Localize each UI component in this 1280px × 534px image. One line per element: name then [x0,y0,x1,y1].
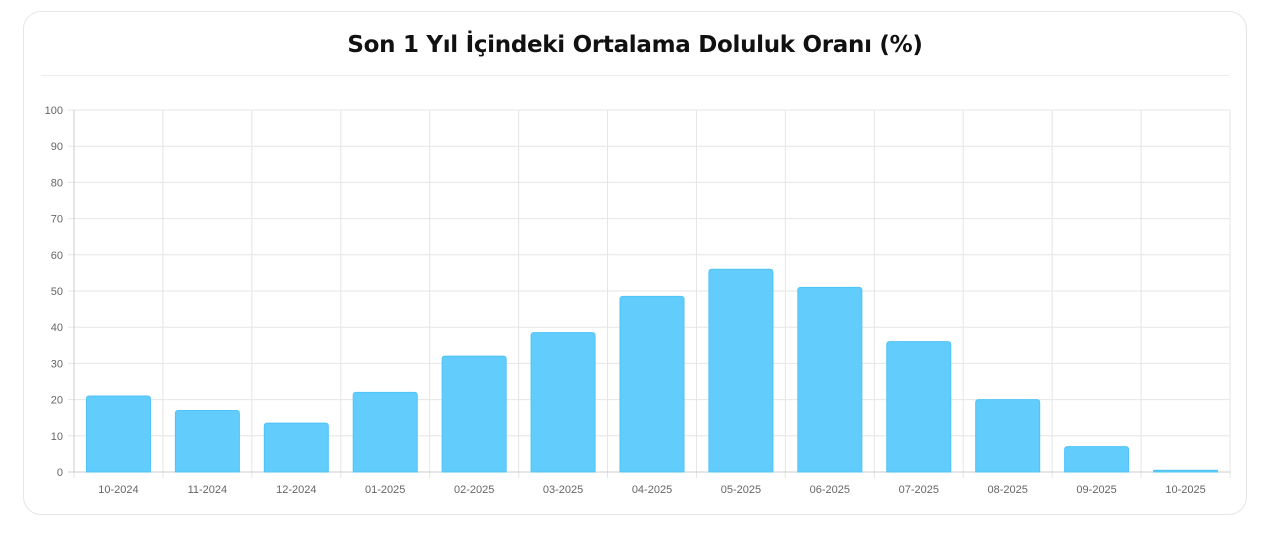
x-tick-label: 09-2025 [1076,484,1116,496]
title-divider [41,75,1229,76]
y-tick-label: 20 [51,395,63,407]
y-tick-label: 10 [51,431,63,443]
chart-title: Son 1 Yıl İçindeki Ortalama Doluluk Oran… [347,32,923,58]
bar-09-2025 [1064,446,1130,473]
x-tick-label: 12-2024 [276,484,316,496]
x-tick-label: 08-2025 [988,484,1028,496]
x-tick-label: 02-2025 [454,484,494,496]
y-tick-label: 0 [57,467,63,479]
bar-08-2025 [975,399,1041,473]
x-tick-label: 07-2025 [899,484,939,496]
x-tick-label: 06-2025 [810,484,850,496]
x-tick-label: 11-2024 [188,484,228,496]
x-tick-label: 05-2025 [721,484,761,496]
x-tick-label: 03-2025 [543,484,583,496]
bar-03-2025 [530,332,596,473]
x-tick-label: 01-2025 [365,484,405,496]
bar-01-2025 [352,391,418,473]
x-tick-label: 10-2024 [98,484,138,496]
y-tick-label: 60 [51,250,63,262]
bar-10-2025 [1153,469,1219,473]
y-tick-label: 90 [51,141,63,153]
bar-02-2025 [441,355,507,473]
y-tick-label: 50 [51,286,63,298]
bar-04-2025 [619,295,685,473]
y-tick-label: 30 [51,358,63,370]
bar-05-2025 [708,268,774,473]
bar-11-2024 [174,409,240,473]
bar-10-2024 [85,395,151,473]
x-tick-label: 10-2025 [1165,484,1205,496]
y-tick-label: 40 [51,322,63,334]
y-tick-label: 80 [51,177,63,189]
y-tick-label: 70 [51,214,63,226]
y-tick-label: 100 [45,105,63,117]
x-tick-label: 04-2025 [632,484,672,496]
bar-06-2025 [797,286,863,473]
bar-07-2025 [886,341,952,473]
bar-12-2024 [263,422,329,473]
